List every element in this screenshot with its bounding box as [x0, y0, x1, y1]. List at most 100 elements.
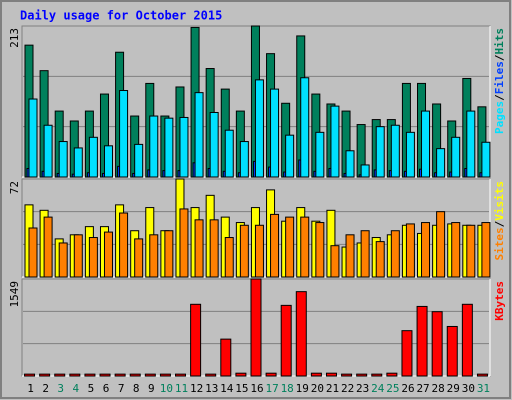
bar [224, 237, 234, 278]
legend-entry: Sites [493, 227, 506, 260]
bar [84, 373, 96, 377]
x-tick-label: 4 [73, 382, 80, 395]
bar [39, 373, 51, 377]
bar [254, 224, 264, 278]
bar [371, 373, 383, 377]
bar [270, 213, 280, 278]
bar [190, 303, 202, 377]
bar [129, 373, 141, 377]
chart-title: Daily usage for October 2015 [20, 9, 222, 23]
legend-entry: Files [493, 61, 506, 94]
x-tick-label: 20 [311, 382, 324, 395]
x-tick-label: 2 [42, 382, 49, 395]
bar [315, 222, 325, 278]
bar [466, 224, 476, 278]
bar [356, 373, 368, 377]
bar [134, 143, 144, 178]
x-tick-label: 12 [190, 382, 203, 395]
bar [209, 219, 219, 278]
x-tick-label: 29 [447, 382, 460, 395]
x-tick-label: 3 [57, 382, 64, 395]
legend-entry: KBytes [493, 281, 506, 321]
bar [58, 141, 68, 178]
bar [300, 216, 310, 278]
bar [175, 373, 187, 377]
y-tick-label: 72 [8, 181, 21, 194]
x-tick-label: 25 [386, 382, 399, 395]
bar [24, 373, 36, 377]
bar [345, 234, 355, 278]
bar [88, 136, 98, 178]
bar [386, 372, 398, 377]
bar [416, 305, 428, 377]
bar [466, 110, 476, 178]
legend-entry: Visits [493, 181, 506, 221]
bar [164, 230, 174, 278]
bar [114, 373, 126, 377]
x-tick-label: 17 [265, 382, 278, 395]
bar [325, 372, 337, 377]
bar [99, 373, 111, 377]
bar [205, 373, 217, 377]
x-tick-label: 30 [462, 382, 475, 395]
bar [54, 373, 66, 377]
bar [300, 77, 310, 178]
bar [285, 134, 295, 178]
x-tick-label: 23 [356, 382, 369, 395]
bar [401, 330, 413, 377]
x-tick-label: 9 [148, 382, 155, 395]
legend: KBytes [493, 281, 506, 321]
bar [43, 216, 53, 278]
legend: Sites/Visits [493, 181, 506, 261]
x-tick-label: 7 [118, 382, 125, 395]
bar [421, 110, 431, 178]
x-tick-label: 24 [371, 382, 385, 395]
bar [451, 136, 461, 178]
bar [310, 372, 322, 377]
legend-entry: Pages [493, 101, 506, 134]
bar [73, 147, 83, 178]
x-tick-label: 28 [432, 382, 445, 395]
x-tick-label: 27 [416, 382, 429, 395]
x-tick-label: 22 [341, 382, 354, 395]
x-tick-label: 5 [88, 382, 95, 395]
x-tick-label: 15 [235, 382, 248, 395]
bar [239, 141, 249, 178]
bar [58, 242, 68, 278]
legend-entry: Hits [493, 28, 506, 55]
bar [69, 373, 81, 377]
bar [375, 126, 385, 178]
bar [119, 90, 129, 178]
bar [224, 129, 234, 178]
bar [254, 79, 264, 178]
x-tick-label: 1 [27, 382, 34, 395]
bar [461, 303, 473, 377]
bar [295, 291, 307, 377]
x-tick-label: 10 [160, 382, 173, 395]
bar [209, 111, 219, 178]
bar [476, 373, 488, 377]
bar [360, 230, 370, 278]
bar [390, 124, 400, 178]
bar [159, 373, 171, 377]
bar [265, 372, 277, 377]
bar [239, 224, 249, 278]
bar [88, 237, 98, 278]
bar [341, 373, 353, 377]
bar [315, 131, 325, 178]
y-tick-label: 213 [8, 28, 21, 48]
bar [405, 223, 415, 278]
bar [405, 131, 415, 178]
bar [436, 148, 446, 178]
x-tick-label: 16 [250, 382, 263, 395]
bar [28, 98, 38, 178]
bar [149, 115, 159, 178]
bar [431, 311, 443, 377]
bar [220, 338, 232, 377]
legend: Pages/Files/Hits [493, 28, 506, 134]
bar [481, 222, 491, 278]
bar [421, 222, 431, 278]
bar [179, 208, 189, 278]
